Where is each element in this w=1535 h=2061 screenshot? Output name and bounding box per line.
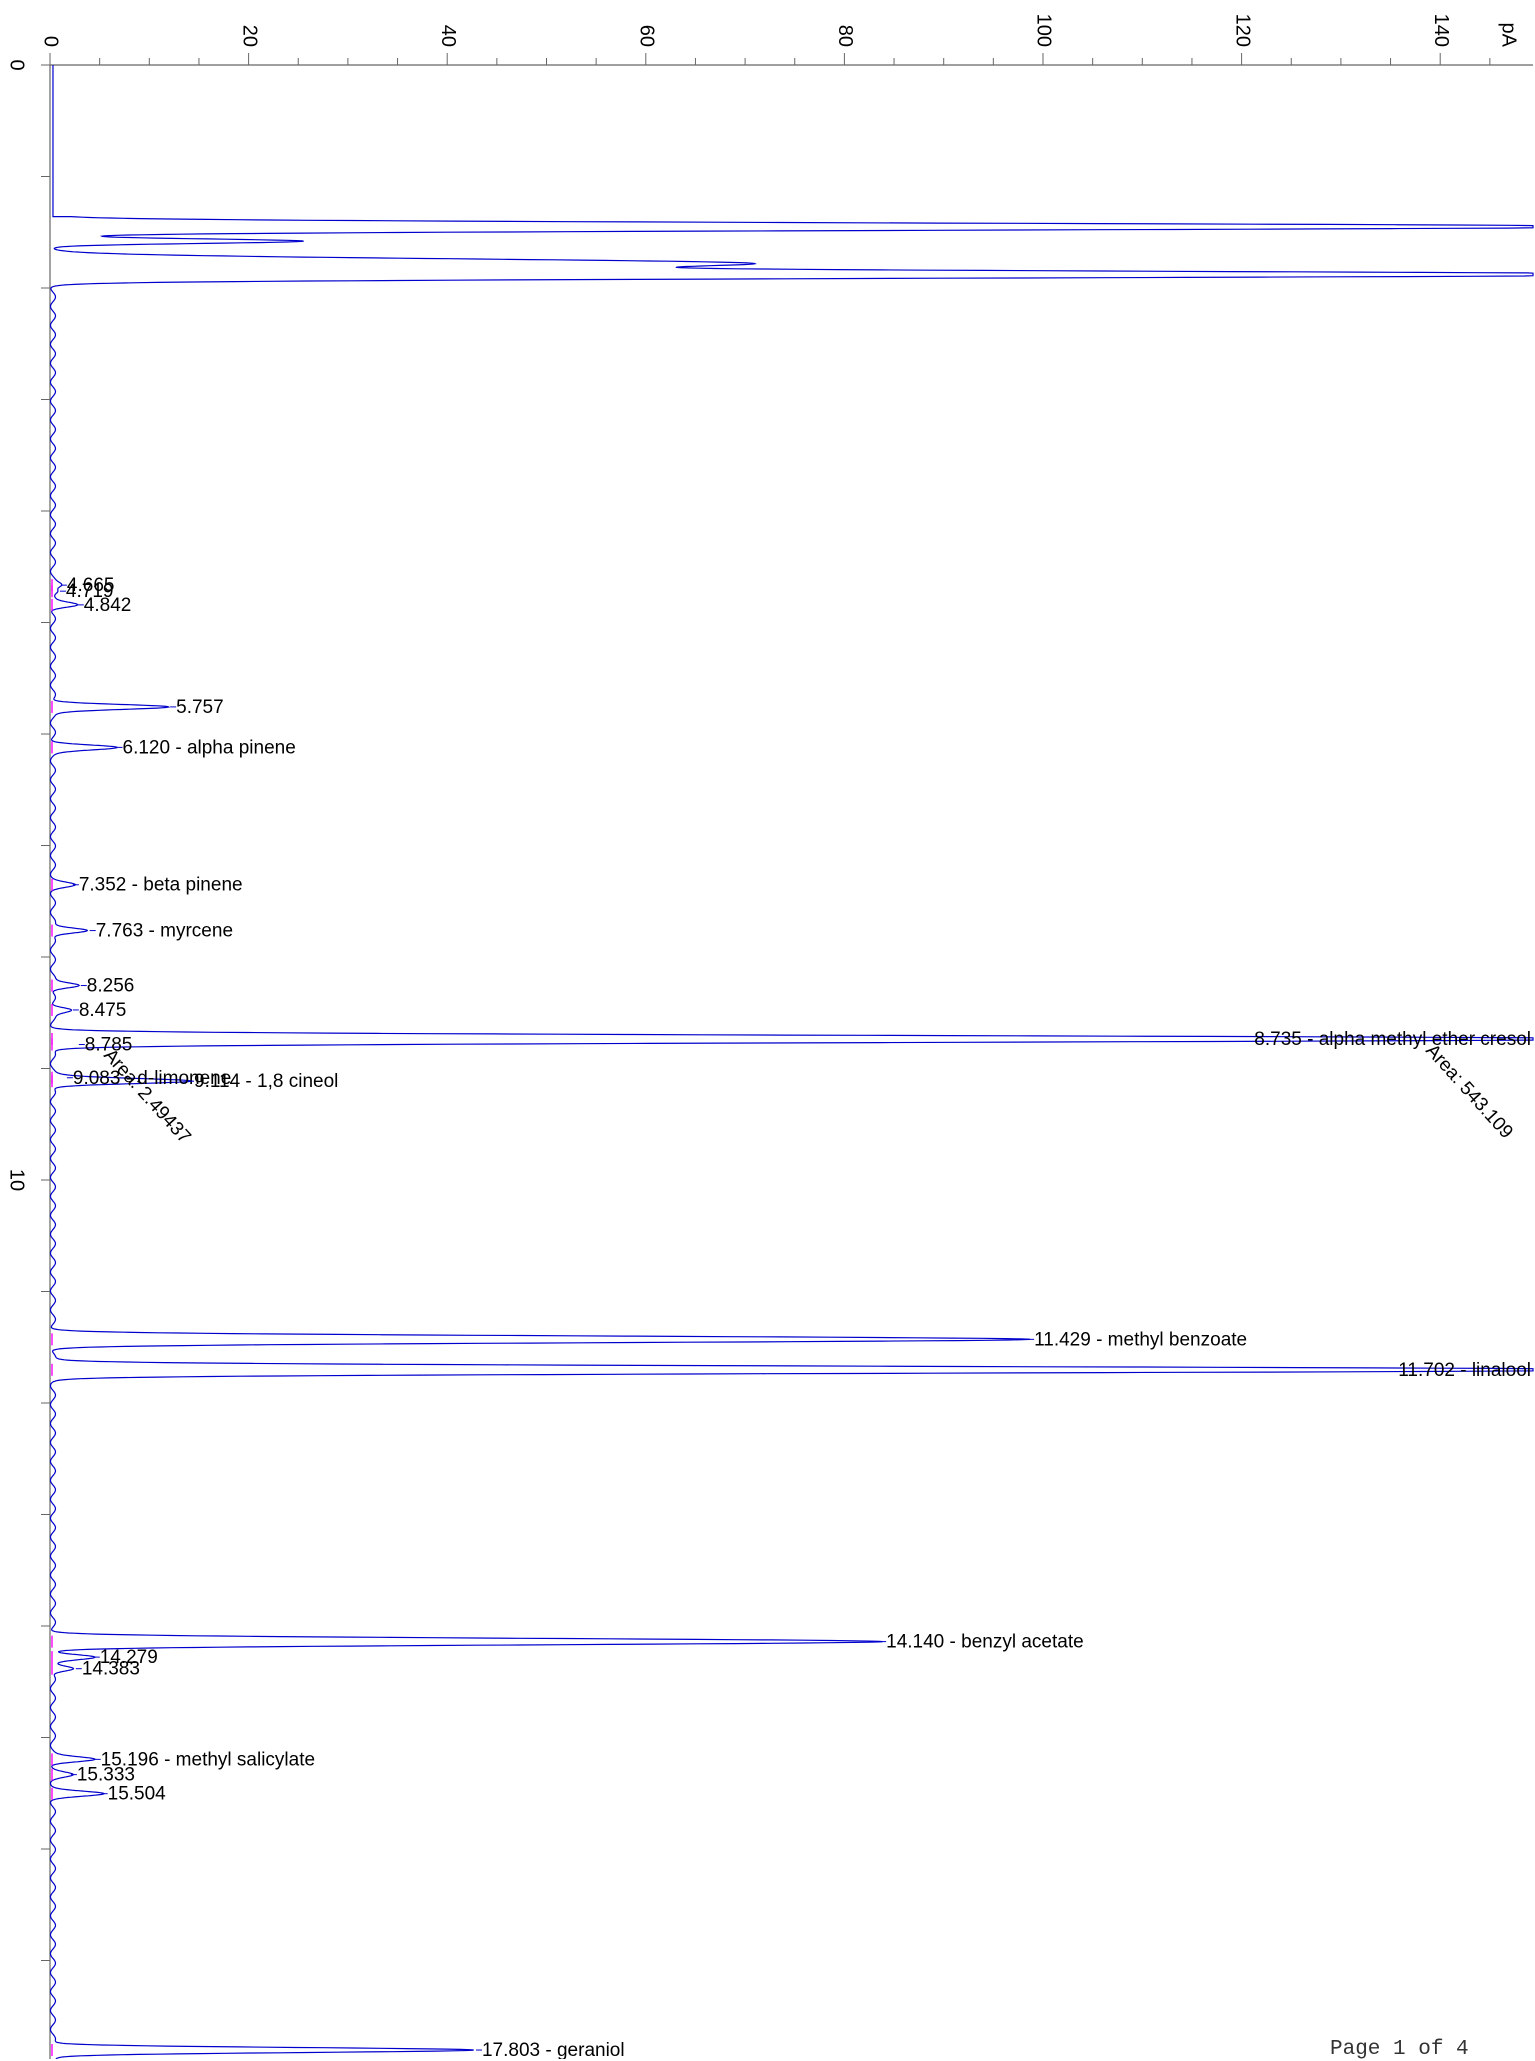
peak-label: 15.196 - methyl salicylate [101,1749,315,1770]
signal-tick-label: 140 [1430,14,1452,47]
peak-label: 17.803 - geraniol [482,2040,625,2059]
time-tick-label: 10 [6,1169,28,1191]
peak-area-label: Area: 543.109 [1421,1040,1516,1143]
peak-label: 6.120 - alpha pinene [123,737,296,758]
peak-label: 4.719 [66,581,114,602]
peak-label: 8.256 [87,976,135,997]
peak-area-label: Area: 2.49437 [99,1045,194,1148]
signal-tick-label: 60 [636,25,658,47]
peak-label: 11.429 - methyl benzoate [1034,1329,1247,1350]
peak-label: 15.504 [108,1784,167,1805]
peak-label: 4.842 [84,595,132,616]
peak-label: 14.279 [100,1647,158,1668]
trace-line [49,65,1534,2059]
signal-tick-label: 0 [40,36,62,47]
signal-tick-label: 20 [238,25,260,47]
page-footer: Page 1 of 4 [1330,2038,1469,2061]
peak-label: 7.763 - myrcene [96,921,233,942]
peak-label: 4.665 [67,575,115,596]
signal-trace [49,65,1534,2059]
peak-label: 5.757 [176,697,224,718]
peak-label: 9.114 - 1,8 cineol [194,1071,338,1092]
peak-label: 8.735 - alpha methyl ether cresol [1254,1029,1531,1050]
peak-label: 9.083 - d-limonene [73,1068,231,1089]
peak-label: 8.785 [85,1035,133,1056]
signal-tick-label: 100 [1033,14,1055,47]
signal-unit-label: pA [1497,23,1519,48]
peak-label: 14.383 [82,1659,140,1680]
peak-label: 15.333 [77,1765,135,1786]
peak-label: 11.702 - linalool [1398,1360,1531,1381]
signal-tick-label: 40 [437,25,459,47]
peak-label: 14.140 - benzyl acetate [886,1632,1084,1653]
peak-label: 8.475 [79,1000,127,1021]
signal-tick-label: 80 [834,25,856,47]
signal-tick-label: 120 [1231,14,1253,47]
time-tick-label: 0 [6,59,28,70]
peak-label: 7.352 - beta pinene [79,875,243,896]
